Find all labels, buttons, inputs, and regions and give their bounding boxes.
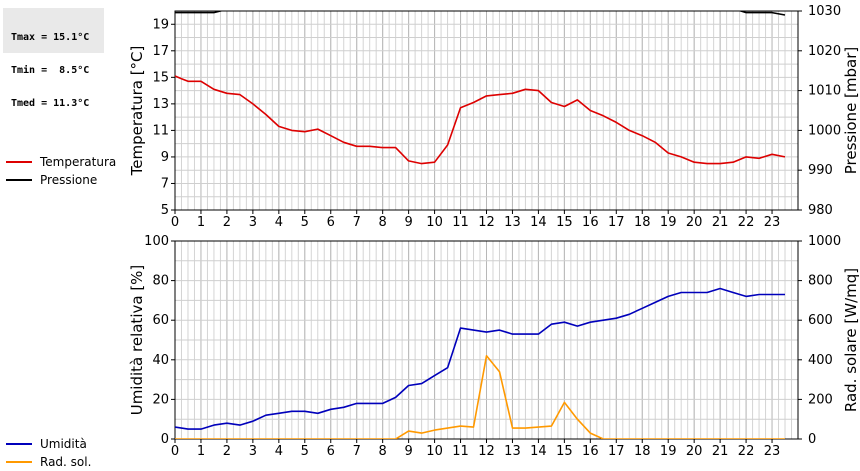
x-tick-label: 22 — [738, 444, 755, 459]
x-tick-label: 7 — [353, 215, 361, 230]
y-tick-label: 40 — [152, 353, 169, 368]
y2-tick-label: 200 — [808, 392, 833, 407]
x-tick-label: 16 — [582, 444, 599, 459]
x-tick-label: 20 — [686, 444, 703, 459]
y-tick-label: 20 — [152, 392, 169, 407]
y2-axis-title: Pressione [mbar] — [842, 47, 860, 175]
y-axis-title: Umidità relativa [%] — [128, 265, 146, 416]
x-tick-label: 11 — [452, 444, 469, 459]
x-tick-label: 15 — [556, 215, 573, 230]
x-tick-label: 10 — [426, 444, 443, 459]
x-tick-label: 1 — [197, 215, 205, 230]
x-tick-label: 9 — [404, 444, 412, 459]
x-tick-label: 5 — [301, 444, 309, 459]
x-tick-label: 13 — [504, 215, 521, 230]
y-tick-label: 15 — [152, 70, 169, 85]
x-tick-label: 15 — [556, 444, 573, 459]
x-tick-label: 13 — [504, 444, 521, 459]
x-tick-label: 10 — [426, 215, 443, 230]
x-tick-label: 18 — [634, 444, 651, 459]
x-tick-label: 6 — [327, 215, 335, 230]
x-tick-label: 3 — [249, 215, 257, 230]
y2-tick-label: 990 — [808, 163, 833, 178]
x-tick-label: 16 — [582, 215, 599, 230]
legend-swatch-radsol — [6, 461, 32, 463]
y-tick-label: 80 — [152, 274, 169, 289]
x-tick-label: 21 — [712, 444, 729, 459]
x-tick-label: 9 — [404, 215, 412, 230]
y2-tick-label: 600 — [808, 313, 833, 328]
y-tick-label: 5 — [161, 203, 169, 218]
y-tick-label: 13 — [152, 97, 169, 112]
x-tick-label: 0 — [171, 444, 179, 459]
x-tick-label: 8 — [379, 215, 387, 230]
x-tick-label: 1 — [197, 444, 205, 459]
y2-tick-label: 1000 — [808, 234, 841, 249]
y-tick-label: 7 — [161, 176, 169, 191]
y-tick-label: 60 — [152, 313, 169, 328]
y2-tick-label: 0 — [808, 432, 816, 447]
x-tick-label: 8 — [379, 444, 387, 459]
y2-tick-label: 800 — [808, 274, 833, 289]
y-tick-label: 100 — [144, 234, 169, 249]
x-tick-label: 17 — [608, 444, 625, 459]
x-tick-label: 21 — [712, 215, 729, 230]
y-tick-label: 9 — [161, 150, 169, 165]
x-tick-label: 11 — [452, 215, 469, 230]
x-tick-label: 22 — [738, 215, 755, 230]
y-axis-title: Temperatura [°C] — [128, 46, 146, 177]
y2-tick-label: 1000 — [808, 123, 841, 138]
x-tick-label: 0 — [171, 215, 179, 230]
x-tick-label: 2 — [223, 215, 231, 230]
y2-axis-title: Rad. solare [W/mq] — [842, 268, 860, 412]
y-tick-label: 19 — [152, 17, 169, 32]
x-tick-label: 12 — [478, 444, 495, 459]
x-tick-label: 2 — [223, 444, 231, 459]
x-tick-label: 12 — [478, 215, 495, 230]
y2-tick-label: 400 — [808, 353, 833, 368]
x-tick-label: 4 — [275, 215, 283, 230]
x-tick-label: 4 — [275, 444, 283, 459]
x-tick-label: 14 — [530, 215, 547, 230]
x-tick-label: 18 — [634, 215, 651, 230]
x-tick-label: 19 — [660, 444, 677, 459]
y2-tick-label: 1030 — [808, 4, 841, 19]
x-tick-label: 19 — [660, 215, 677, 230]
x-tick-label: 14 — [530, 444, 547, 459]
x-tick-label: 17 — [608, 215, 625, 230]
x-tick-label: 23 — [764, 215, 781, 230]
y-tick-label: 17 — [152, 44, 169, 59]
x-tick-label: 20 — [686, 215, 703, 230]
x-tick-label: 5 — [301, 215, 309, 230]
y2-tick-label: 1020 — [808, 44, 841, 59]
x-tick-label: 3 — [249, 444, 257, 459]
x-tick-label: 23 — [764, 444, 781, 459]
y-tick-label: 11 — [152, 123, 169, 138]
y2-tick-label: 980 — [808, 203, 833, 218]
x-tick-label: 6 — [327, 444, 335, 459]
y-tick-label: 0 — [161, 432, 169, 447]
y2-tick-label: 1010 — [808, 84, 841, 99]
x-tick-label: 7 — [353, 444, 361, 459]
